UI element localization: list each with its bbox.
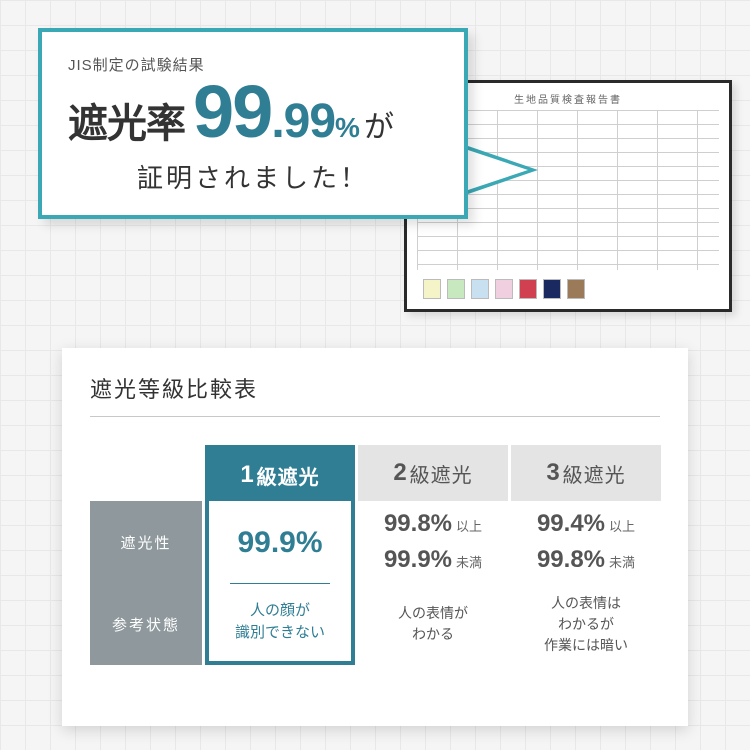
- swatch: [495, 279, 513, 299]
- callout-line2: 証明されました！: [68, 158, 438, 195]
- callout-box: JIS制定の試験結果 遮光率 99 .99 % が 証明されました！: [38, 28, 468, 219]
- row-label-2: 参考状態: [90, 583, 202, 665]
- cell-c1-r1: 99.9%: [205, 501, 355, 583]
- row-label-1: 遮光性: [90, 501, 202, 583]
- column-head-1: 1 級遮光: [205, 445, 355, 501]
- cell-c2-r1: 99.8%以上 99.9%未満: [358, 501, 508, 583]
- cell-c3-r1: 99.4%以上 99.8%未満: [511, 501, 661, 583]
- comparison-grid: 1 級遮光 2 級遮光 3 級遮光 遮光性 99.9% 99.8%以上 99.9…: [90, 445, 660, 665]
- cell-c3-r2: 人の表情は わかるが 作業には暗い: [511, 583, 661, 665]
- grid-spacer: [90, 445, 202, 501]
- cell-c1-r2-text: 人の顔が 識別できない: [235, 600, 325, 645]
- comparison-title: 遮光等級比較表: [90, 372, 660, 417]
- callout-value-dec: .99: [271, 94, 335, 149]
- swatch: [567, 279, 585, 299]
- swatch: [519, 279, 537, 299]
- callout-main-line: 遮光率 99 .99 % が: [68, 69, 438, 154]
- callout-label: 遮光率: [68, 91, 185, 149]
- callout-value-int: 99: [193, 69, 271, 154]
- callout-pointer-inner: [468, 150, 528, 190]
- swatch: [471, 279, 489, 299]
- swatch: [543, 279, 561, 299]
- certificate-swatches: [423, 279, 585, 299]
- column-head-2: 2 級遮光: [358, 445, 508, 501]
- swatch: [423, 279, 441, 299]
- cell-c2-r2: 人の表情が わかる: [358, 583, 508, 665]
- cell-c1-r2: 人の顔が 識別できない: [205, 583, 355, 665]
- callout-unit: %: [335, 112, 360, 144]
- column-head-3: 3 級遮光: [511, 445, 661, 501]
- callout-suffix: が: [364, 102, 394, 146]
- comparison-card: 遮光等級比較表 1 級遮光 2 級遮光 3 級遮光 遮光性 99.9% 99.8…: [62, 348, 688, 726]
- swatch: [447, 279, 465, 299]
